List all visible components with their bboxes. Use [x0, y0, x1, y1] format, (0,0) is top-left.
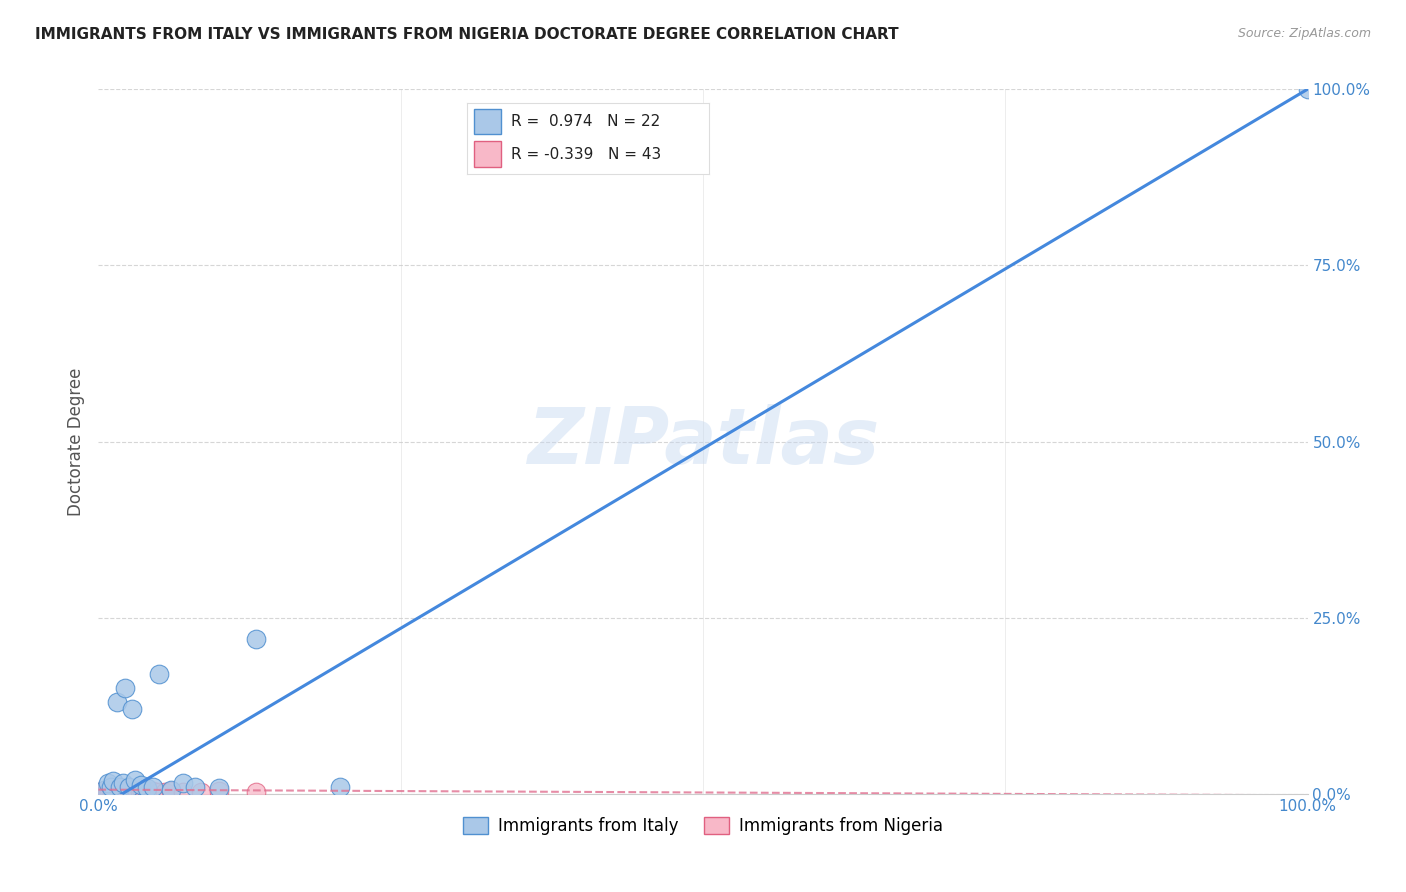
Point [172, 785, 194, 799]
Point [142, 780, 165, 794]
Point [160, 783, 183, 797]
Point [138, 785, 160, 799]
Point [117, 785, 139, 799]
Text: Source: ZipAtlas.com: Source: ZipAtlas.com [1237, 27, 1371, 40]
Point [172, 776, 194, 790]
Point [115, 784, 138, 798]
Point [111, 784, 134, 798]
Point [135, 781, 157, 796]
Point [100, 780, 122, 794]
Point [97, 785, 120, 799]
Point [105, 785, 128, 799]
Point [208, 784, 231, 798]
Point [120, 785, 142, 799]
Point [129, 779, 152, 793]
Point [118, 784, 141, 798]
Point [101, 784, 124, 798]
Point [153, 785, 176, 799]
Point [97, 776, 120, 790]
Point [90, 785, 112, 799]
Point [111, 776, 134, 790]
Point [131, 785, 153, 799]
Point [148, 785, 170, 799]
Point [93, 783, 115, 797]
Point [91, 784, 114, 798]
Point [245, 632, 267, 646]
Point [142, 784, 165, 798]
Point [108, 785, 131, 799]
Point [112, 785, 135, 799]
Point [114, 681, 136, 696]
Point [103, 785, 125, 799]
Point [160, 784, 183, 798]
Point [110, 785, 132, 799]
Point [100, 785, 122, 799]
Point [114, 785, 136, 799]
Point [208, 781, 231, 796]
Point [128, 785, 150, 799]
Y-axis label: Doctorate Degree: Doctorate Degree [66, 368, 84, 516]
Point [118, 780, 141, 794]
Point [94, 785, 117, 799]
Text: ZIPatlas: ZIPatlas [527, 403, 879, 480]
Point [148, 667, 170, 681]
Text: IMMIGRANTS FROM ITALY VS IMMIGRANTS FROM NIGERIA DOCTORATE DEGREE CORRELATION CH: IMMIGRANTS FROM ITALY VS IMMIGRANTS FROM… [35, 27, 898, 42]
Point [105, 695, 128, 709]
Point [100, 785, 122, 799]
Point [98, 784, 121, 798]
Point [329, 780, 352, 794]
Point [108, 780, 131, 794]
Point [127, 784, 149, 798]
Point [96, 784, 118, 798]
Point [107, 784, 129, 798]
Point [245, 785, 267, 799]
Point [135, 785, 157, 799]
Point [134, 784, 156, 798]
Legend: Immigrants from Italy, Immigrants from Nigeria: Immigrants from Italy, Immigrants from N… [457, 811, 949, 842]
Point [124, 772, 146, 787]
Point [91, 785, 114, 799]
Point [101, 774, 124, 789]
Point [184, 780, 207, 794]
Point [104, 784, 127, 798]
Point [121, 784, 143, 798]
Point [118, 785, 141, 799]
Point [121, 702, 143, 716]
Point [190, 785, 212, 799]
Point [1296, 82, 1319, 96]
Point [108, 784, 131, 798]
Point [124, 785, 146, 799]
Point [93, 784, 115, 798]
Point [122, 785, 145, 799]
